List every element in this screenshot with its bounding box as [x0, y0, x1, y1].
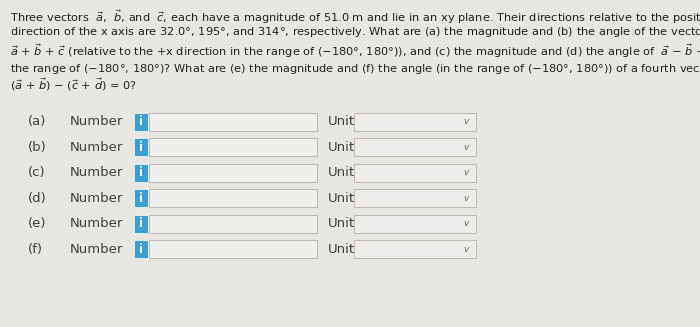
FancyBboxPatch shape [149, 164, 317, 182]
FancyBboxPatch shape [134, 113, 148, 131]
Text: v: v [463, 143, 469, 152]
Text: Unit: Unit [328, 243, 355, 256]
Text: i: i [139, 115, 144, 128]
FancyBboxPatch shape [149, 215, 317, 233]
Text: Unit: Unit [328, 192, 355, 205]
Text: Number: Number [70, 243, 123, 256]
FancyBboxPatch shape [134, 189, 148, 207]
Text: i: i [139, 192, 144, 205]
FancyBboxPatch shape [354, 240, 476, 258]
Text: Number: Number [70, 166, 123, 179]
FancyBboxPatch shape [354, 215, 476, 233]
Text: Three vectors  $\vec{a}$,  $\vec{b}$, and  $\vec{c}$, each have a magnitude of 5: Three vectors $\vec{a}$, $\vec{b}$, and … [10, 8, 700, 26]
Text: (d): (d) [28, 192, 47, 205]
Text: v: v [463, 194, 469, 203]
Text: Unit: Unit [328, 141, 355, 154]
Text: Unit: Unit [328, 115, 355, 128]
Text: (f): (f) [28, 243, 43, 256]
FancyBboxPatch shape [354, 189, 476, 207]
Text: (e): (e) [28, 217, 46, 230]
FancyBboxPatch shape [354, 113, 476, 131]
Text: (b): (b) [28, 141, 47, 154]
Text: $(\vec{a}$ + $\vec{b})$ $-$ $(\vec{c}$ + $\vec{d})$ = 0?: $(\vec{a}$ + $\vec{b})$ $-$ $(\vec{c}$ +… [10, 76, 137, 93]
FancyBboxPatch shape [134, 138, 148, 156]
FancyBboxPatch shape [354, 164, 476, 182]
FancyBboxPatch shape [149, 138, 317, 156]
Text: v: v [463, 245, 469, 254]
Text: $\vec{a}$ + $\vec{b}$ + $\vec{c}$ (relative to the +x direction in the range of : $\vec{a}$ + $\vec{b}$ + $\vec{c}$ (relat… [10, 42, 700, 60]
Text: v: v [463, 168, 469, 177]
Text: Number: Number [70, 115, 123, 128]
Text: i: i [139, 141, 144, 154]
FancyBboxPatch shape [354, 138, 476, 156]
FancyBboxPatch shape [134, 215, 148, 233]
Text: Unit: Unit [328, 166, 355, 179]
FancyBboxPatch shape [149, 113, 317, 131]
Text: (a): (a) [28, 115, 46, 128]
FancyBboxPatch shape [149, 189, 317, 207]
Text: (c): (c) [28, 166, 46, 179]
Text: direction of the x axis are 32.0$°$, 195$°$, and 314$°$, respectively. What are : direction of the x axis are 32.0$°$, 195… [10, 25, 700, 39]
Text: v: v [463, 219, 469, 228]
Text: Number: Number [70, 141, 123, 154]
Text: v: v [463, 117, 469, 126]
Text: Number: Number [70, 217, 123, 230]
Text: Unit: Unit [328, 217, 355, 230]
FancyBboxPatch shape [134, 240, 148, 258]
FancyBboxPatch shape [134, 164, 148, 182]
FancyBboxPatch shape [149, 240, 317, 258]
Text: i: i [139, 166, 144, 179]
Text: i: i [139, 217, 144, 230]
Text: Number: Number [70, 192, 123, 205]
Text: i: i [139, 243, 144, 256]
Text: the range of ($-$180$°$, 180$°$)? What are (e) the magnitude and (f) the angle (: the range of ($-$180$°$, 180$°$)? What a… [10, 59, 700, 77]
